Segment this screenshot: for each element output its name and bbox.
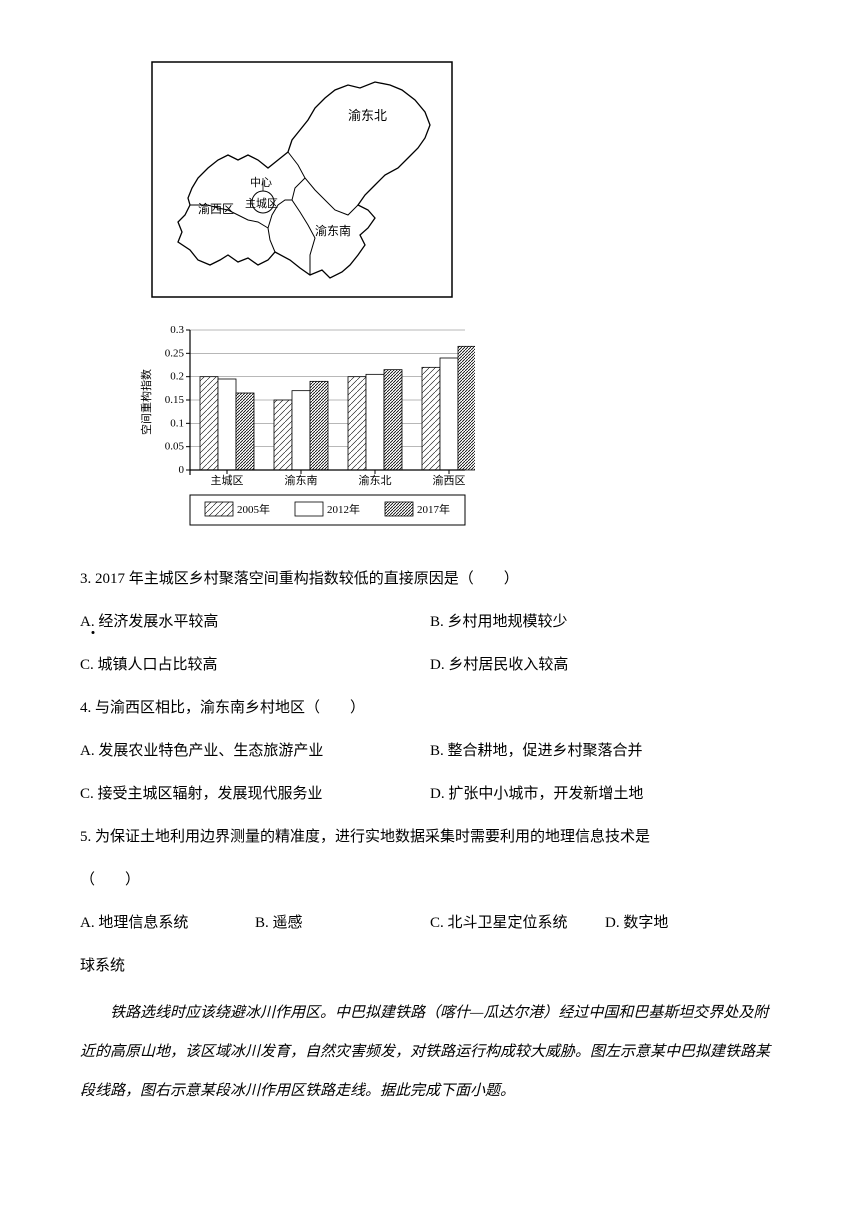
region-map: 渝东北 中心 主城区 渝西区 渝东南 — [150, 60, 780, 300]
svg-text:0.1: 0.1 — [170, 417, 184, 429]
svg-text:2017年: 2017年 — [417, 502, 450, 516]
q4-optB: B. 整合耕地，促进乡村聚落合并 — [430, 732, 780, 771]
bar-chart: 0 0.05 0.1 0.15 0.2 0.25 0.3 主城区 渝东南 渝东北 渝西区 空间重构… — [135, 320, 780, 530]
q5-options-row: A. 地理信息系统 B. 遥感 C. 北斗卫星定位系统 D. 数字地 — [80, 904, 780, 943]
context-paragraph: 铁路选线时应该绕避冰川作用区。中巴拟建铁路（喀什—瓜达尔港）经过中国和巴基斯坦交… — [80, 994, 780, 1111]
map-label-northeast: 渝东北 — [348, 108, 387, 123]
map-label-west: 渝西区 — [198, 201, 234, 216]
q5-optD1: D. 数字地 — [605, 904, 780, 943]
q5-stem2: （ ） — [80, 861, 780, 900]
q5-stem1: 5. 为保证土地利用边界测量的精准度，进行实地数据采集时需要利用的地理信息技术是 — [80, 818, 780, 857]
svg-text:0.3: 0.3 — [170, 324, 184, 336]
svg-text:主城区: 主城区 — [211, 474, 244, 487]
svg-text:渝东北: 渝东北 — [359, 473, 392, 487]
svg-text:0.25: 0.25 — [165, 347, 185, 359]
map-label-southeast: 渝东南 — [315, 223, 351, 238]
q4-stem: 4. 与渝西区相比，渝东南乡村地区（ ） — [80, 689, 780, 728]
svg-text:0.2: 0.2 — [170, 371, 184, 383]
svg-text:渝西区: 渝西区 — [433, 473, 466, 487]
q4-options-row1: A. 发展农业特色产业、生态旅游产业 B. 整合耕地，促进乡村聚落合并 — [80, 732, 780, 771]
svg-text:2012年: 2012年 — [327, 502, 360, 516]
q5-optD2: 球系统 — [80, 947, 780, 986]
q3-optB: B. 乡村用地规模较少 — [430, 603, 780, 642]
svg-text:渝东南: 渝东南 — [285, 473, 318, 487]
q3-optD: D. 乡村居民收入较高 — [430, 646, 780, 685]
q4-optA: A. 发展农业特色产业、生态旅游产业 — [80, 732, 430, 771]
map-label-main: 主城区 — [245, 197, 278, 210]
q4-options-row2: C. 接受主城区辐射，发展现代服务业 D. 扩张中小城市，开发新增土地 — [80, 775, 780, 814]
q3-options-row2: C. 城镇人口占比较高 D. 乡村居民收入较高 — [80, 646, 780, 685]
q5-optB: B. 遥感 — [255, 904, 430, 943]
q5-optC: C. 北斗卫星定位系统 — [430, 904, 605, 943]
svg-text:0: 0 — [179, 464, 185, 476]
q3-options-row1: A. 经济发展水平较高 B. 乡村用地规模较少 — [80, 603, 780, 642]
q5-optA: A. 地理信息系统 — [80, 904, 255, 943]
svg-text:0.15: 0.15 — [165, 394, 185, 406]
q3-stem: 3. 2017 年主城区乡村聚落空间重构指数较低的直接原因是（ ） — [80, 560, 780, 599]
svg-text:2005年: 2005年 — [237, 502, 270, 516]
chart-ylabel: 空间重构指数 — [139, 369, 153, 435]
svg-text:0.05: 0.05 — [165, 441, 185, 453]
q4-optD: D. 扩张中小城市，开发新增土地 — [430, 775, 780, 814]
q4-optC: C. 接受主城区辐射，发展现代服务业 — [80, 775, 430, 814]
q3-optA: A. 经济发展水平较高 — [80, 603, 430, 642]
q3-optC: C. 城镇人口占比较高 — [80, 646, 430, 685]
map-label-center: 中心 — [250, 176, 272, 189]
